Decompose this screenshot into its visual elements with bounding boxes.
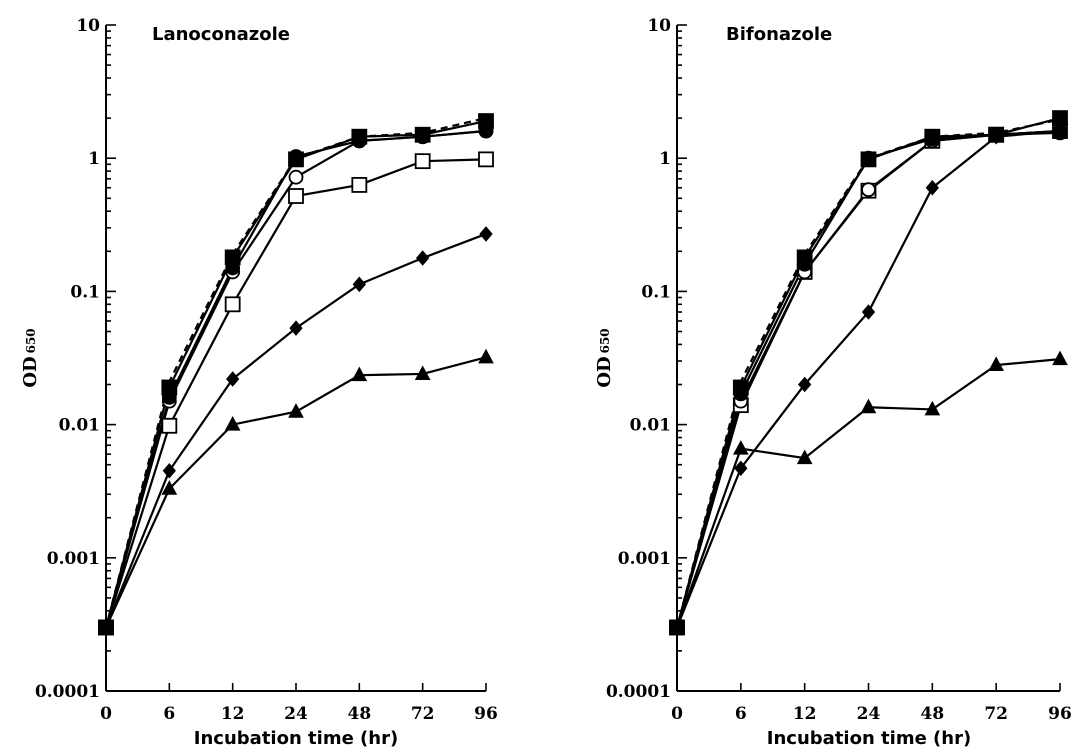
data-point-diamond-filled <box>289 320 303 336</box>
y-tick-label: 1 <box>88 149 100 169</box>
data-point-square-filled <box>98 619 114 636</box>
y-tick-label: 10 <box>76 16 100 36</box>
y-tick-label: 0.001 <box>47 549 100 569</box>
data-point-diamond-filled <box>416 250 430 266</box>
chart-panel-lanoconazole: Lanoconazole Incubation time (hr) OD650 … <box>20 16 498 749</box>
y-axis-label: OD 650 <box>594 328 615 387</box>
y-tick-label: 0.0001 <box>35 682 100 702</box>
chart-title: Bifonazole <box>726 24 832 45</box>
x-tick-label: 48 <box>347 704 371 724</box>
data-point-square-filled <box>732 379 749 396</box>
data-point-triangle-filled <box>478 348 494 364</box>
y-tick-label: 10 <box>647 16 671 36</box>
x-tick-label: 96 <box>1048 704 1072 724</box>
data-point-square-filled <box>478 113 494 129</box>
series-line-circle-open <box>675 129 1061 628</box>
y-tick-label: 1 <box>659 149 671 169</box>
data-point-diamond-filled <box>925 179 939 196</box>
x-tick-label: 12 <box>221 704 245 724</box>
data-point-square-filled <box>988 126 1005 143</box>
data-point-square-open <box>224 296 241 313</box>
data-point-square-open <box>478 151 494 168</box>
series-line-diamond-filled <box>675 129 1061 628</box>
data-point-square-filled <box>860 151 877 168</box>
y-tick-label: 0.0001 <box>606 682 671 702</box>
data-point-diamond-filled <box>798 376 812 393</box>
x-tick-label: 24 <box>857 704 881 724</box>
data-point-triangle-filled <box>414 365 431 380</box>
series-line-square-open <box>675 129 1061 628</box>
y-tick-label: 0.01 <box>630 416 671 436</box>
data-point-square-filled <box>669 619 685 636</box>
x-tick-label: 72 <box>984 704 1008 724</box>
y-tick-label: 0.1 <box>641 282 671 302</box>
data-point-square-filled <box>288 151 304 168</box>
x-tick-label: 48 <box>920 704 944 724</box>
x-axis-label: Incubation time (hr) <box>767 728 971 749</box>
data-point-circle-open <box>861 182 876 198</box>
chart-title: Lanoconazole <box>152 24 290 45</box>
x-axis-label: Incubation time (hr) <box>194 728 398 749</box>
data-point-square-filled <box>414 126 431 143</box>
data-point-triangle-filled <box>1052 350 1068 366</box>
data-point-square-filled <box>796 249 813 266</box>
data-point-square-open <box>351 177 368 193</box>
data-point-triangle-filled <box>224 416 241 431</box>
data-point-diamond-filled <box>479 226 493 242</box>
data-point-diamond-filled <box>734 460 748 477</box>
x-tick-label: 96 <box>474 704 498 724</box>
y-axis-label-main: OD <box>594 356 615 387</box>
y-tick-label: 0.01 <box>59 416 100 436</box>
data-point-triangle-filled <box>796 449 813 465</box>
data-point-square-filled <box>224 249 241 266</box>
y-tick-label: 0.1 <box>70 282 100 302</box>
y-axis-label-subscript: 650 <box>24 328 38 353</box>
y-axis-label: OD 650 <box>20 328 41 387</box>
data-point-square-open <box>414 153 431 170</box>
y-axis-label-main: OD <box>20 356 41 387</box>
data-point-triangle-filled <box>351 366 368 382</box>
data-point-square-filled <box>161 379 178 396</box>
data-point-square-open <box>161 417 178 434</box>
data-point-triangle-filled <box>924 400 941 416</box>
data-point-square-open <box>288 188 304 204</box>
data-point-triangle-filled <box>288 403 304 418</box>
y-axis-label-subscript: 650 <box>598 328 612 353</box>
data-point-square-filled <box>351 128 368 145</box>
y-tick-label: 0.001 <box>618 549 671 569</box>
x-tick-label: 72 <box>411 704 435 724</box>
data-point-diamond-filled <box>226 371 240 387</box>
data-point-square-filled <box>924 128 941 145</box>
data-point-diamond-filled <box>352 276 366 293</box>
x-tick-label: 12 <box>793 704 817 724</box>
data-point-triangle-filled <box>161 480 178 495</box>
data-point-triangle-filled <box>860 398 877 414</box>
x-tick-label: 0 <box>100 704 112 724</box>
data-point-triangle-filled <box>732 440 749 455</box>
chart-panel-bifonazole: Bifonazole Incubation time (hr) OD 650 0.… <box>594 16 1072 749</box>
x-tick-label: 6 <box>163 704 175 724</box>
data-point-square-filled <box>1052 110 1068 127</box>
data-point-triangle-filled <box>988 356 1005 372</box>
x-tick-label: 6 <box>735 704 747 724</box>
data-point-circle-open <box>288 169 304 185</box>
x-tick-label: 0 <box>671 704 683 724</box>
data-point-circle-filled <box>1052 125 1068 141</box>
data-point-diamond-filled <box>861 304 876 320</box>
x-tick-label: 24 <box>284 704 308 724</box>
data-point-diamond-filled <box>162 463 176 479</box>
